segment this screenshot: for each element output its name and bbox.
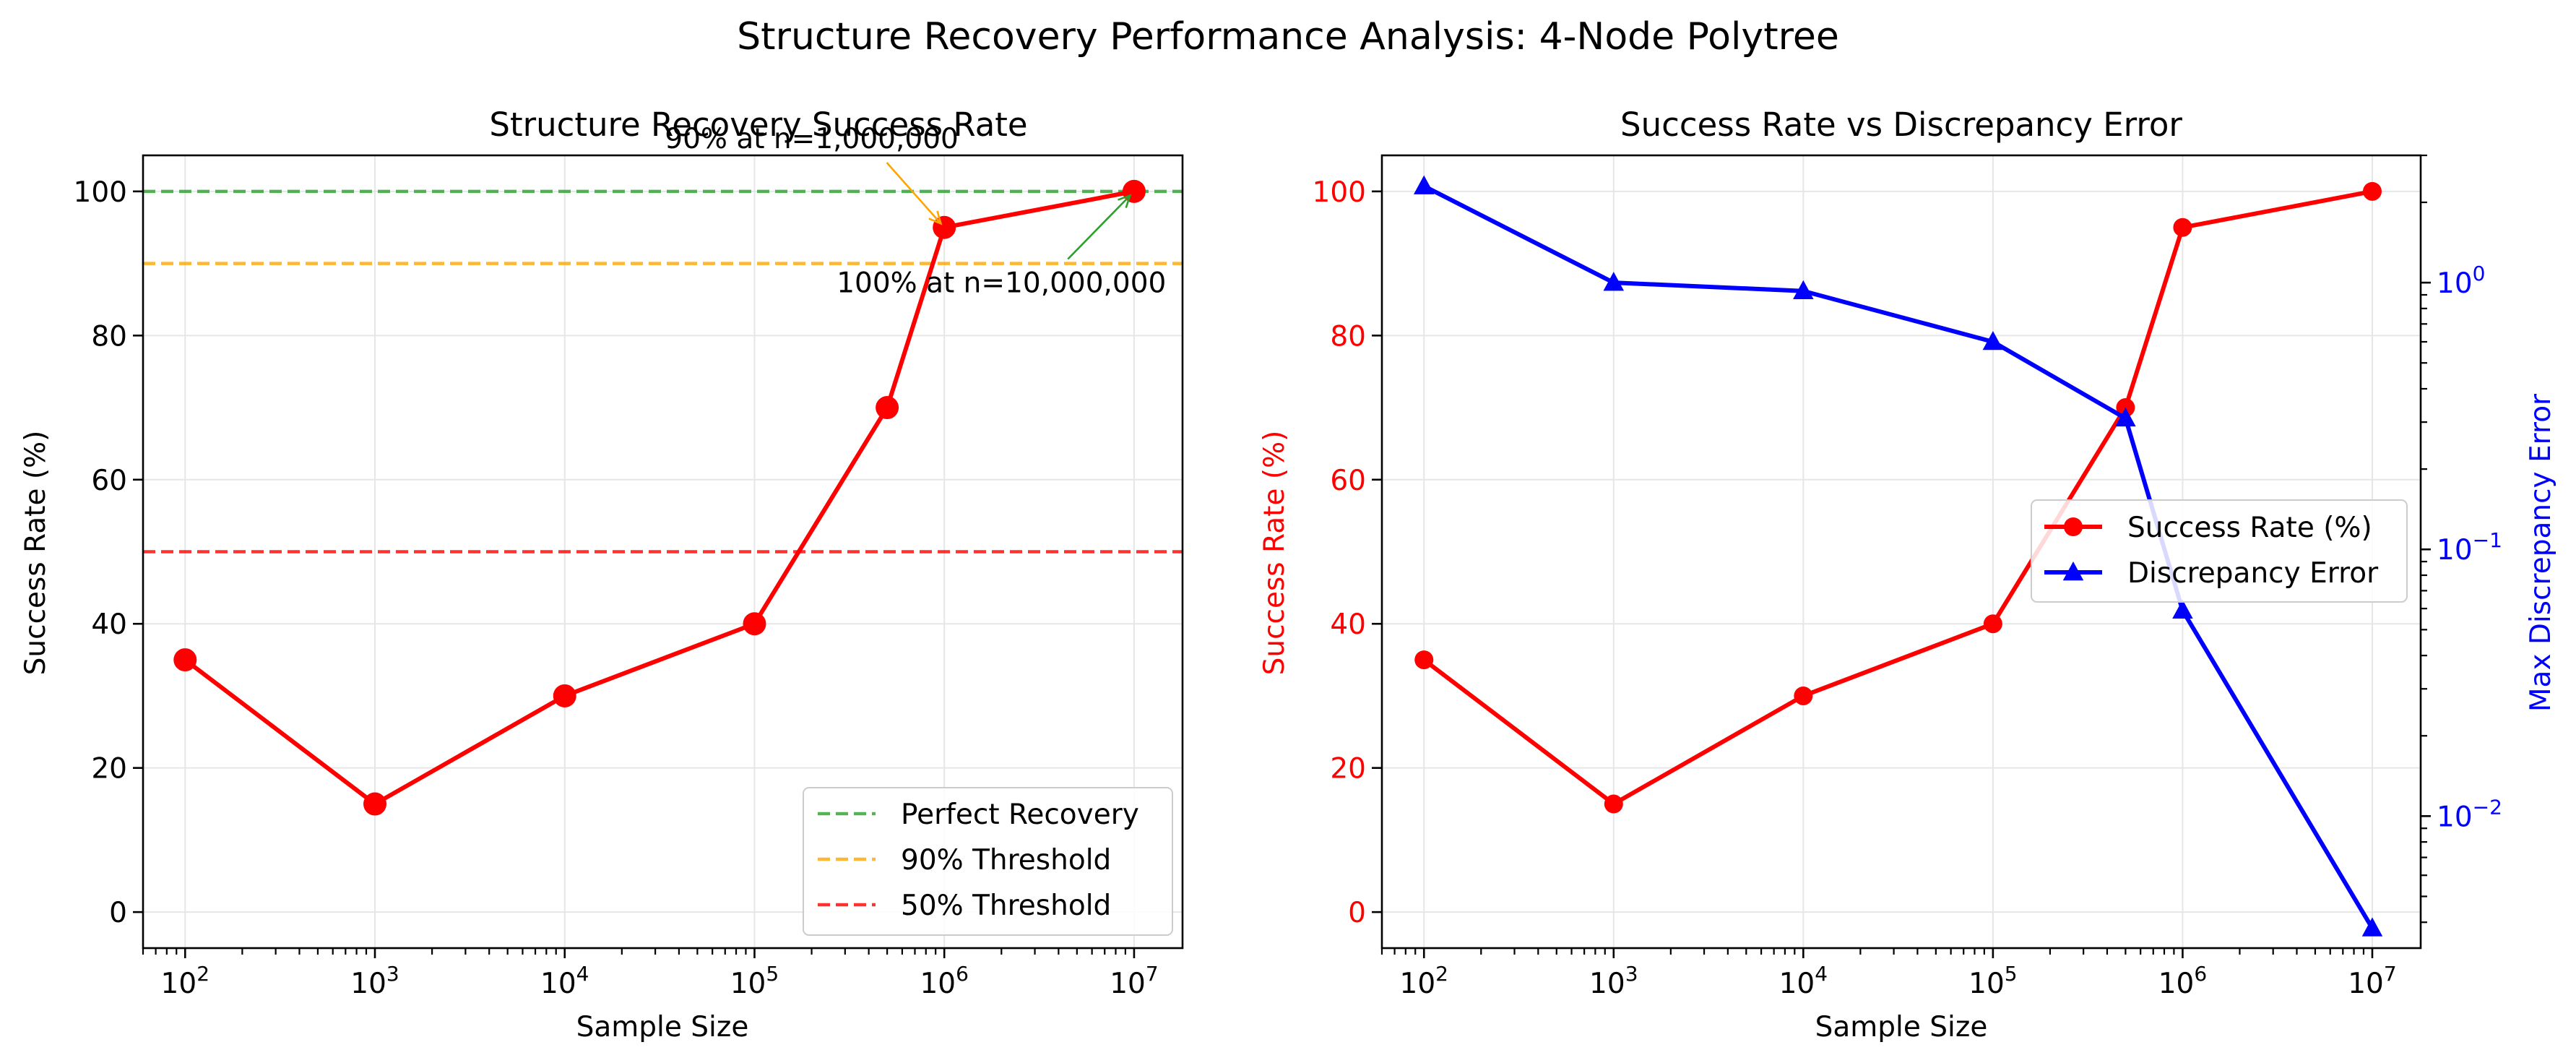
x-tick-label: 104 xyxy=(540,962,589,1000)
x-tick-label: 105 xyxy=(730,962,779,1000)
y-tick-label-left: 80 xyxy=(1330,320,1366,353)
annotation-1-arrowhead xyxy=(928,210,943,225)
discrepancy-error-point xyxy=(2115,407,2136,427)
left-plot-legend: Perfect Recovery 90% Threshold 50% Thresho… xyxy=(803,787,1173,936)
discrepancy-error-point xyxy=(1793,280,1814,299)
right-plot-frame xyxy=(1380,154,2422,950)
success-rate-point xyxy=(876,396,899,420)
left-plot-frame xyxy=(142,154,1184,950)
y-tick-label: 100 xyxy=(74,176,127,209)
right-plot-title: Success Rate vs Discrepancy Error xyxy=(1620,106,2182,144)
y-tick-label: 40 xyxy=(91,608,127,641)
y-tick-label-left: 100 xyxy=(1313,176,1366,209)
right-plot-xlabel: Sample Size xyxy=(1815,1011,1988,1043)
discrepancy-error-point xyxy=(1982,331,2004,350)
legend-marker xyxy=(2062,561,2084,581)
x-tick-label: 107 xyxy=(2348,962,2396,1000)
left-plot-ylabel: Success Rate (%) xyxy=(20,431,52,676)
success-rate-point xyxy=(2173,218,2192,237)
right-plot: Success Rate vs Discrepancy Error Sample… xyxy=(1258,106,2557,1043)
y-tick-label-right: 10−1 xyxy=(2437,528,2502,567)
right-plot-ylabel-right: Max Discrepancy Error xyxy=(2525,393,2557,712)
discrepancy-error-point xyxy=(2172,599,2193,619)
success-rate-point xyxy=(553,684,576,707)
annotation-2-arrowhead xyxy=(1118,194,1132,208)
discrepancy-error-point xyxy=(1603,272,1625,291)
y-tick-label-right: 10−2 xyxy=(2437,795,2502,833)
left-plot-title: Structure Recovery Success Rate xyxy=(489,106,1027,144)
x-tick-label: 106 xyxy=(920,962,968,1000)
y-tick-label-left: 40 xyxy=(1330,608,1366,641)
success-rate-point xyxy=(743,612,766,636)
x-tick-label: 107 xyxy=(1110,962,1158,1000)
x-tick-label: 102 xyxy=(1400,962,1448,1000)
figure-suptitle: Structure Recovery Performance Analysis:… xyxy=(737,15,1839,59)
x-tick-label: 106 xyxy=(2158,962,2207,1000)
y-tick-label-right: 100 xyxy=(2437,262,2485,300)
annotation-1-text: 90% at n=1,000,000 xyxy=(665,123,959,155)
y-tick-label: 20 xyxy=(91,753,127,786)
success-rate-point xyxy=(1983,614,2002,634)
success-rate-line xyxy=(1422,189,2373,806)
discrepancy-error-point xyxy=(2361,917,2383,937)
annotation-1-arrow xyxy=(886,162,942,225)
legend-label: Discrepancy Error xyxy=(2127,557,2379,590)
y-tick-label-left: 60 xyxy=(1330,465,1366,497)
x-tick-label: 105 xyxy=(1968,962,2017,1000)
right-plot-ylabel-left: Success Rate (%) xyxy=(1258,431,1291,676)
x-tick-label: 102 xyxy=(161,962,209,1000)
annotation-2-text: 100% at n=10,000,000 xyxy=(837,267,1166,299)
y-tick-label: 0 xyxy=(109,897,127,929)
success-rate-point xyxy=(1414,650,1434,670)
success-rate-point xyxy=(363,792,387,816)
legend-marker xyxy=(2064,517,2083,536)
success-rate-point xyxy=(1604,794,1623,814)
success-rate-point xyxy=(173,648,197,672)
success-rate-point xyxy=(2362,181,2382,201)
legend-label: Perfect Recovery xyxy=(901,799,1139,831)
x-tick-label: 104 xyxy=(1779,962,1828,1000)
left-plot-xlabel: Sample Size xyxy=(576,1011,749,1043)
legend-box xyxy=(803,787,1173,936)
y-tick-label-left: 20 xyxy=(1330,753,1366,786)
x-tick-label: 103 xyxy=(1589,962,1638,1000)
legend-label: Success Rate (%) xyxy=(2127,512,2372,544)
right-plot-legend: Success Rate (%) Discrepancy Error xyxy=(2031,499,2408,603)
annotation-2-arrow xyxy=(1067,194,1131,260)
success-rate-point xyxy=(1794,686,1813,705)
y-tick-label: 80 xyxy=(91,320,127,353)
discrepancy-error-point xyxy=(1413,175,1435,194)
legend-label: 50% Threshold xyxy=(901,890,1111,922)
left-plot: Structure Recovery Success Rate Sample S… xyxy=(20,106,1184,1043)
legend-label: 90% Threshold xyxy=(901,844,1111,877)
y-tick-label-left: 0 xyxy=(1348,897,1366,929)
legend-box xyxy=(2031,499,2408,603)
x-tick-label: 103 xyxy=(350,962,399,1000)
y-tick-label: 60 xyxy=(91,465,127,497)
